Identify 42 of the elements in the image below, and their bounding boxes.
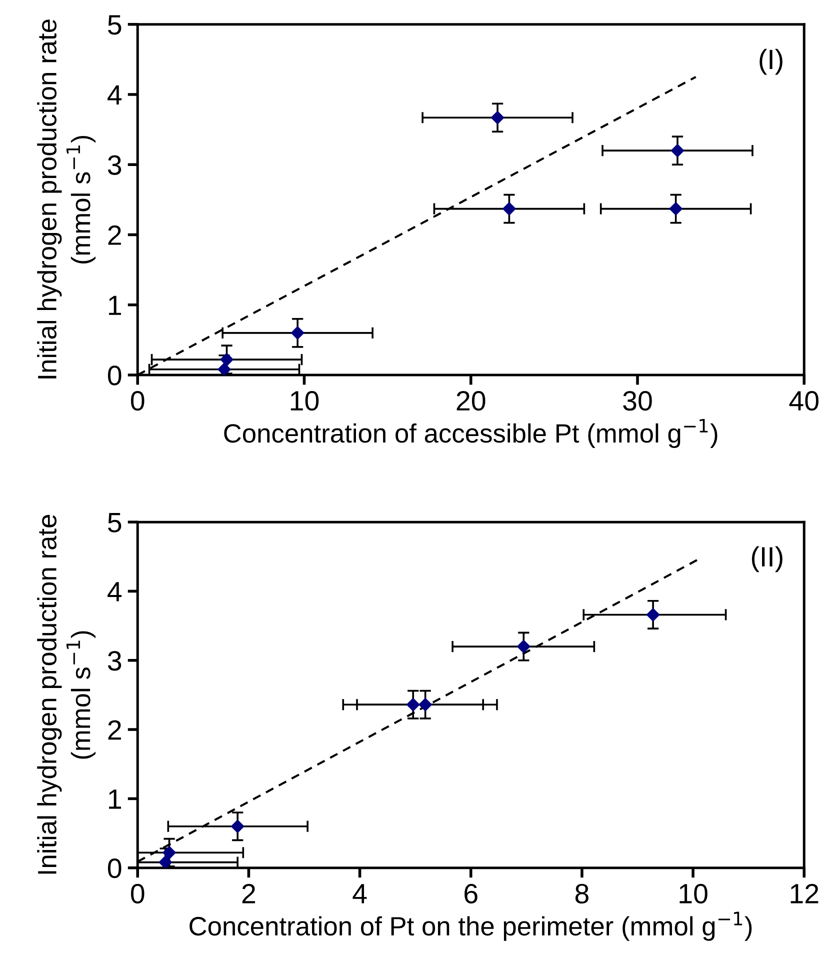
y-tick-label: 1 [109,296,121,315]
y-tick-label: 4 [108,582,122,602]
point [290,326,304,340]
point [406,698,420,712]
x-tick-label: 6 [464,884,478,904]
y-tick-label: 3 [108,155,122,175]
point [669,202,682,216]
x-tick-label: 4 [352,884,367,904]
point [162,846,176,860]
y-tick-label: 0 [108,366,122,386]
y-tick-label: 1 [109,790,121,809]
y-tick-label: 5 [108,513,122,532]
point [220,352,234,366]
x-tick-label: 10 [290,391,319,411]
x-axis-title: Concentration of accessible Pt (mmol g$^{−1}$) [224,418,718,448]
y-tick-label: 4 [108,85,122,105]
annotation: (I) [760,48,782,75]
point [490,111,504,124]
y-tick-label: 2 [108,720,121,740]
x-tick-label: 20 [456,391,486,411]
x-tick-label: 0 [130,884,144,904]
x-tick-label: 8 [575,884,588,904]
y-tick-label: 0 [108,858,122,878]
x-tick-label: 12 [790,884,818,904]
x-tick-label: 10 [680,884,708,904]
point [646,608,660,622]
annotation: (II) [752,546,782,572]
y-axis-title: Initial hydrogen production rate (mmol s$^{−1}$) [37,514,96,874]
point [502,202,516,216]
point [418,698,432,712]
x-tick-label: 40 [789,391,818,411]
x-tick-label: 2 [242,884,256,904]
point [517,640,530,654]
point [670,144,684,158]
x-tick-label: 0 [130,391,144,411]
y-tick-label: 3 [108,651,122,671]
y-tick-label: 5 [108,15,122,35]
x-axis-title: Concentration of Pt on the perimeter (mmol g$^{−1}$) [190,912,752,941]
point [231,820,244,833]
y-axis-title: Initial hydrogen production rate (mmol s$^{−1}$) [37,20,96,378]
x-tick-label: 30 [623,391,652,411]
y-tick-label: 2 [108,225,121,245]
